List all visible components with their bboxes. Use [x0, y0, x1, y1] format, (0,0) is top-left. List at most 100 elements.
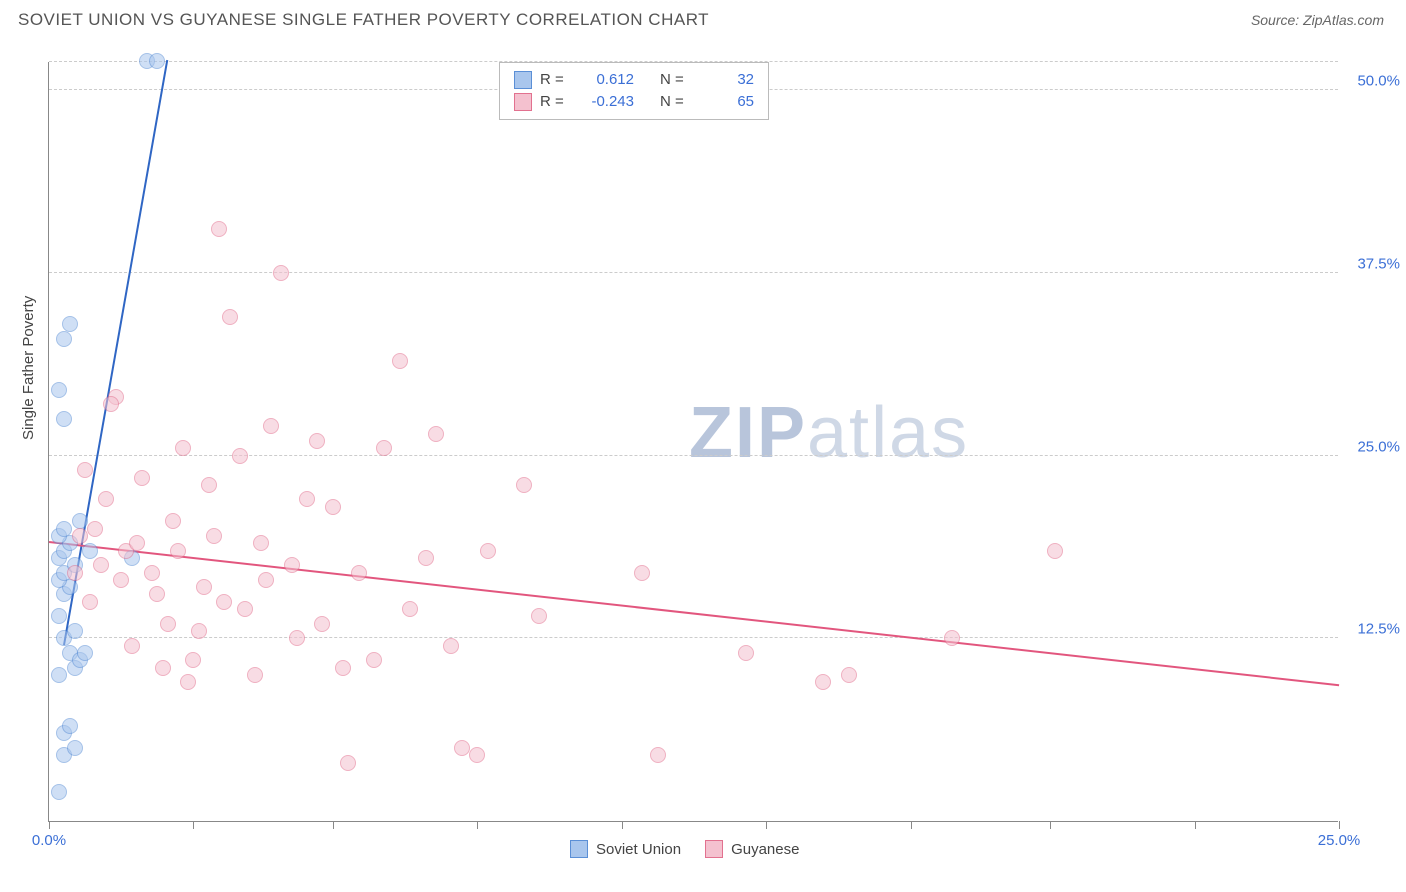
data-point — [82, 594, 98, 610]
data-point — [351, 565, 367, 581]
legend-swatch — [514, 93, 532, 111]
x-tick — [1050, 821, 1051, 829]
data-point — [428, 426, 444, 442]
data-point — [418, 550, 434, 566]
data-point — [216, 594, 232, 610]
data-point — [211, 221, 227, 237]
data-point — [191, 623, 207, 639]
data-point — [77, 462, 93, 478]
legend-swatch — [514, 71, 532, 89]
trend-line — [63, 60, 168, 645]
data-point — [650, 747, 666, 763]
scatter-chart: ZIPatlas 12.5%25.0%37.5%50.0%0.0%25.0%R … — [48, 62, 1338, 822]
series-name: Guyanese — [731, 841, 799, 858]
x-tick-label: 25.0% — [1318, 832, 1361, 849]
data-point — [67, 565, 83, 581]
data-point — [314, 616, 330, 632]
data-point — [144, 565, 160, 581]
data-point — [402, 601, 418, 617]
x-tick — [1195, 821, 1196, 829]
legend-row: R =0.612N =32 — [514, 69, 754, 91]
data-point — [258, 572, 274, 588]
x-tick — [333, 821, 334, 829]
data-point — [185, 652, 201, 668]
data-point — [634, 565, 650, 581]
y-axis-label: Single Father Poverty — [20, 296, 37, 440]
data-point — [72, 513, 88, 529]
data-point — [284, 557, 300, 573]
data-point — [253, 535, 269, 551]
data-point — [72, 528, 88, 544]
data-point — [93, 557, 109, 573]
data-point — [443, 638, 459, 654]
source-attribution: Source: ZipAtlas.com — [1251, 12, 1384, 28]
data-point — [103, 396, 119, 412]
r-value: -0.243 — [578, 91, 634, 113]
n-value: 32 — [698, 69, 754, 91]
data-point — [273, 265, 289, 281]
data-point — [165, 513, 181, 529]
data-point — [299, 491, 315, 507]
series-name: Soviet Union — [596, 841, 681, 858]
chart-title: SOVIET UNION VS GUYANESE SINGLE FATHER P… — [18, 10, 709, 30]
data-point — [67, 623, 83, 639]
data-point — [56, 331, 72, 347]
data-point — [129, 535, 145, 551]
data-point — [340, 755, 356, 771]
data-point — [149, 586, 165, 602]
x-tick — [193, 821, 194, 829]
x-tick — [622, 821, 623, 829]
y-tick-label: 37.5% — [1344, 255, 1400, 272]
watermark: ZIPatlas — [689, 392, 969, 474]
x-tick-label: 0.0% — [32, 832, 66, 849]
gridline — [49, 637, 1338, 638]
n-value: 65 — [698, 91, 754, 113]
data-point — [469, 747, 485, 763]
data-point — [51, 608, 67, 624]
data-point — [263, 418, 279, 434]
x-tick — [911, 821, 912, 829]
y-tick-label: 25.0% — [1344, 438, 1400, 455]
data-point — [738, 645, 754, 661]
gridline — [49, 272, 1338, 273]
data-point — [180, 674, 196, 690]
y-tick-label: 12.5% — [1344, 621, 1400, 638]
x-tick — [49, 821, 50, 829]
data-point — [134, 470, 150, 486]
x-tick — [1339, 821, 1340, 829]
data-point — [392, 353, 408, 369]
legend-swatch — [570, 840, 588, 858]
data-point — [232, 448, 248, 464]
data-point — [175, 440, 191, 456]
chart-header: SOVIET UNION VS GUYANESE SINGLE FATHER P… — [0, 0, 1406, 34]
data-point — [56, 411, 72, 427]
data-point — [516, 477, 532, 493]
data-point — [170, 543, 186, 559]
data-point — [149, 53, 165, 69]
data-point — [531, 608, 547, 624]
data-point — [815, 674, 831, 690]
data-point — [944, 630, 960, 646]
data-point — [366, 652, 382, 668]
data-point — [124, 638, 140, 654]
data-point — [1047, 543, 1063, 559]
r-value: 0.612 — [578, 69, 634, 91]
data-point — [222, 309, 238, 325]
data-point — [87, 521, 103, 537]
data-point — [376, 440, 392, 456]
data-point — [82, 543, 98, 559]
series-legend: Soviet Union Guyanese — [570, 840, 799, 858]
r-label: R = — [540, 91, 570, 113]
data-point — [51, 382, 67, 398]
data-point — [56, 521, 72, 537]
data-point — [77, 645, 93, 661]
data-point — [237, 601, 253, 617]
data-point — [841, 667, 857, 683]
data-point — [98, 491, 114, 507]
n-label: N = — [660, 91, 690, 113]
data-point — [335, 660, 351, 676]
legend-item: Guyanese — [705, 840, 799, 858]
data-point — [62, 316, 78, 332]
data-point — [247, 667, 263, 683]
legend-swatch — [705, 840, 723, 858]
